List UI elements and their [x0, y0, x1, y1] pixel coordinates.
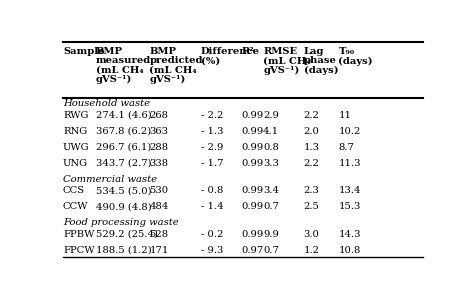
Text: 3.0: 3.0 — [303, 230, 319, 239]
Text: 3.3: 3.3 — [263, 159, 279, 168]
Text: (mL CH₄: (mL CH₄ — [96, 65, 144, 74]
Text: 0.99: 0.99 — [241, 230, 264, 239]
Text: gVS⁻¹): gVS⁻¹) — [149, 74, 186, 84]
Text: Food processing waste: Food processing waste — [63, 218, 179, 227]
Text: 2.2: 2.2 — [303, 159, 319, 168]
Text: (days): (days) — [303, 65, 338, 74]
Text: 10.2: 10.2 — [338, 127, 361, 136]
Text: gVS⁻¹): gVS⁻¹) — [263, 65, 300, 74]
Text: RNG: RNG — [63, 127, 87, 136]
Text: - 1.7: - 1.7 — [201, 159, 223, 168]
Text: 11.3: 11.3 — [338, 159, 361, 168]
Text: - 9.3: - 9.3 — [201, 246, 223, 255]
Text: Commercial waste: Commercial waste — [63, 175, 157, 184]
Text: BMP: BMP — [96, 47, 123, 56]
Text: 296.7 (6.1): 296.7 (6.1) — [96, 143, 151, 152]
Text: 530: 530 — [149, 186, 168, 195]
Text: FPBW: FPBW — [63, 230, 94, 239]
Text: R²: R² — [241, 47, 254, 56]
Text: - 0.8: - 0.8 — [201, 186, 223, 195]
Text: 2.3: 2.3 — [303, 186, 319, 195]
Text: (mL CH₄: (mL CH₄ — [263, 56, 311, 65]
Text: Lag: Lag — [303, 47, 324, 56]
Text: 363: 363 — [149, 127, 168, 136]
Text: 338: 338 — [149, 159, 168, 168]
Text: 0.99: 0.99 — [241, 186, 264, 195]
Text: 0.99: 0.99 — [241, 143, 264, 152]
Text: 484: 484 — [149, 202, 169, 211]
Text: gVS⁻¹): gVS⁻¹) — [96, 74, 132, 84]
Text: 188.5 (1.2): 188.5 (1.2) — [96, 246, 152, 255]
Text: 529.2 (25.4): 529.2 (25.4) — [96, 230, 158, 239]
Text: CCS: CCS — [63, 186, 85, 195]
Text: Sample: Sample — [63, 47, 104, 56]
Text: 0.99: 0.99 — [241, 202, 264, 211]
Text: 4.1: 4.1 — [263, 127, 279, 136]
Text: 0.99: 0.99 — [241, 159, 264, 168]
Text: 2.5: 2.5 — [303, 202, 319, 211]
Text: - 2.2: - 2.2 — [201, 111, 223, 120]
Text: CCW: CCW — [63, 202, 89, 211]
Text: FPCW: FPCW — [63, 246, 94, 255]
Text: 534.5 (5.0): 534.5 (5.0) — [96, 186, 152, 195]
Text: measured: measured — [96, 56, 151, 65]
Text: 367.8 (6.2): 367.8 (6.2) — [96, 127, 151, 136]
Text: 2.2: 2.2 — [303, 111, 319, 120]
Text: 288: 288 — [149, 143, 168, 152]
Text: 268: 268 — [149, 111, 168, 120]
Text: 11: 11 — [338, 111, 351, 120]
Text: RMSE: RMSE — [263, 47, 297, 56]
Text: 10.8: 10.8 — [338, 246, 361, 255]
Text: 15.3: 15.3 — [338, 202, 361, 211]
Text: UNG: UNG — [63, 159, 88, 168]
Text: predicted: predicted — [149, 56, 203, 65]
Text: - 0.2: - 0.2 — [201, 230, 223, 239]
Text: 0.99: 0.99 — [241, 111, 264, 120]
Text: 171: 171 — [149, 246, 169, 255]
Text: Difference: Difference — [201, 47, 260, 56]
Text: 1.3: 1.3 — [303, 143, 319, 152]
Text: phase: phase — [303, 56, 337, 65]
Text: Household waste: Household waste — [63, 99, 150, 108]
Text: 0.99: 0.99 — [241, 127, 264, 136]
Text: 528: 528 — [149, 230, 168, 239]
Text: 2.9: 2.9 — [263, 111, 279, 120]
Text: UWG: UWG — [63, 143, 90, 152]
Text: (%): (%) — [201, 56, 220, 65]
Text: 1.2: 1.2 — [303, 246, 319, 255]
Text: 0.8: 0.8 — [263, 143, 279, 152]
Text: (days): (days) — [338, 56, 373, 65]
Text: - 1.4: - 1.4 — [201, 202, 223, 211]
Text: 9.9: 9.9 — [263, 230, 279, 239]
Text: 14.3: 14.3 — [338, 230, 361, 239]
Text: T₉₀: T₉₀ — [338, 47, 355, 56]
Text: 0.7: 0.7 — [263, 202, 279, 211]
Text: - 1.3: - 1.3 — [201, 127, 223, 136]
Text: 13.4: 13.4 — [338, 186, 361, 195]
Text: 490.9 (4.8): 490.9 (4.8) — [96, 202, 152, 211]
Text: 343.7 (2.7): 343.7 (2.7) — [96, 159, 152, 168]
Text: BMP: BMP — [149, 47, 176, 56]
Text: - 2.9: - 2.9 — [201, 143, 223, 152]
Text: 274.1 (4.6): 274.1 (4.6) — [96, 111, 152, 120]
Text: RWG: RWG — [63, 111, 89, 120]
Text: 2.0: 2.0 — [303, 127, 319, 136]
Text: 0.7: 0.7 — [263, 246, 279, 255]
Text: 8.7: 8.7 — [338, 143, 354, 152]
Text: 3.4: 3.4 — [263, 186, 279, 195]
Text: 0.97: 0.97 — [241, 246, 264, 255]
Text: (mL CH₄: (mL CH₄ — [149, 65, 197, 74]
